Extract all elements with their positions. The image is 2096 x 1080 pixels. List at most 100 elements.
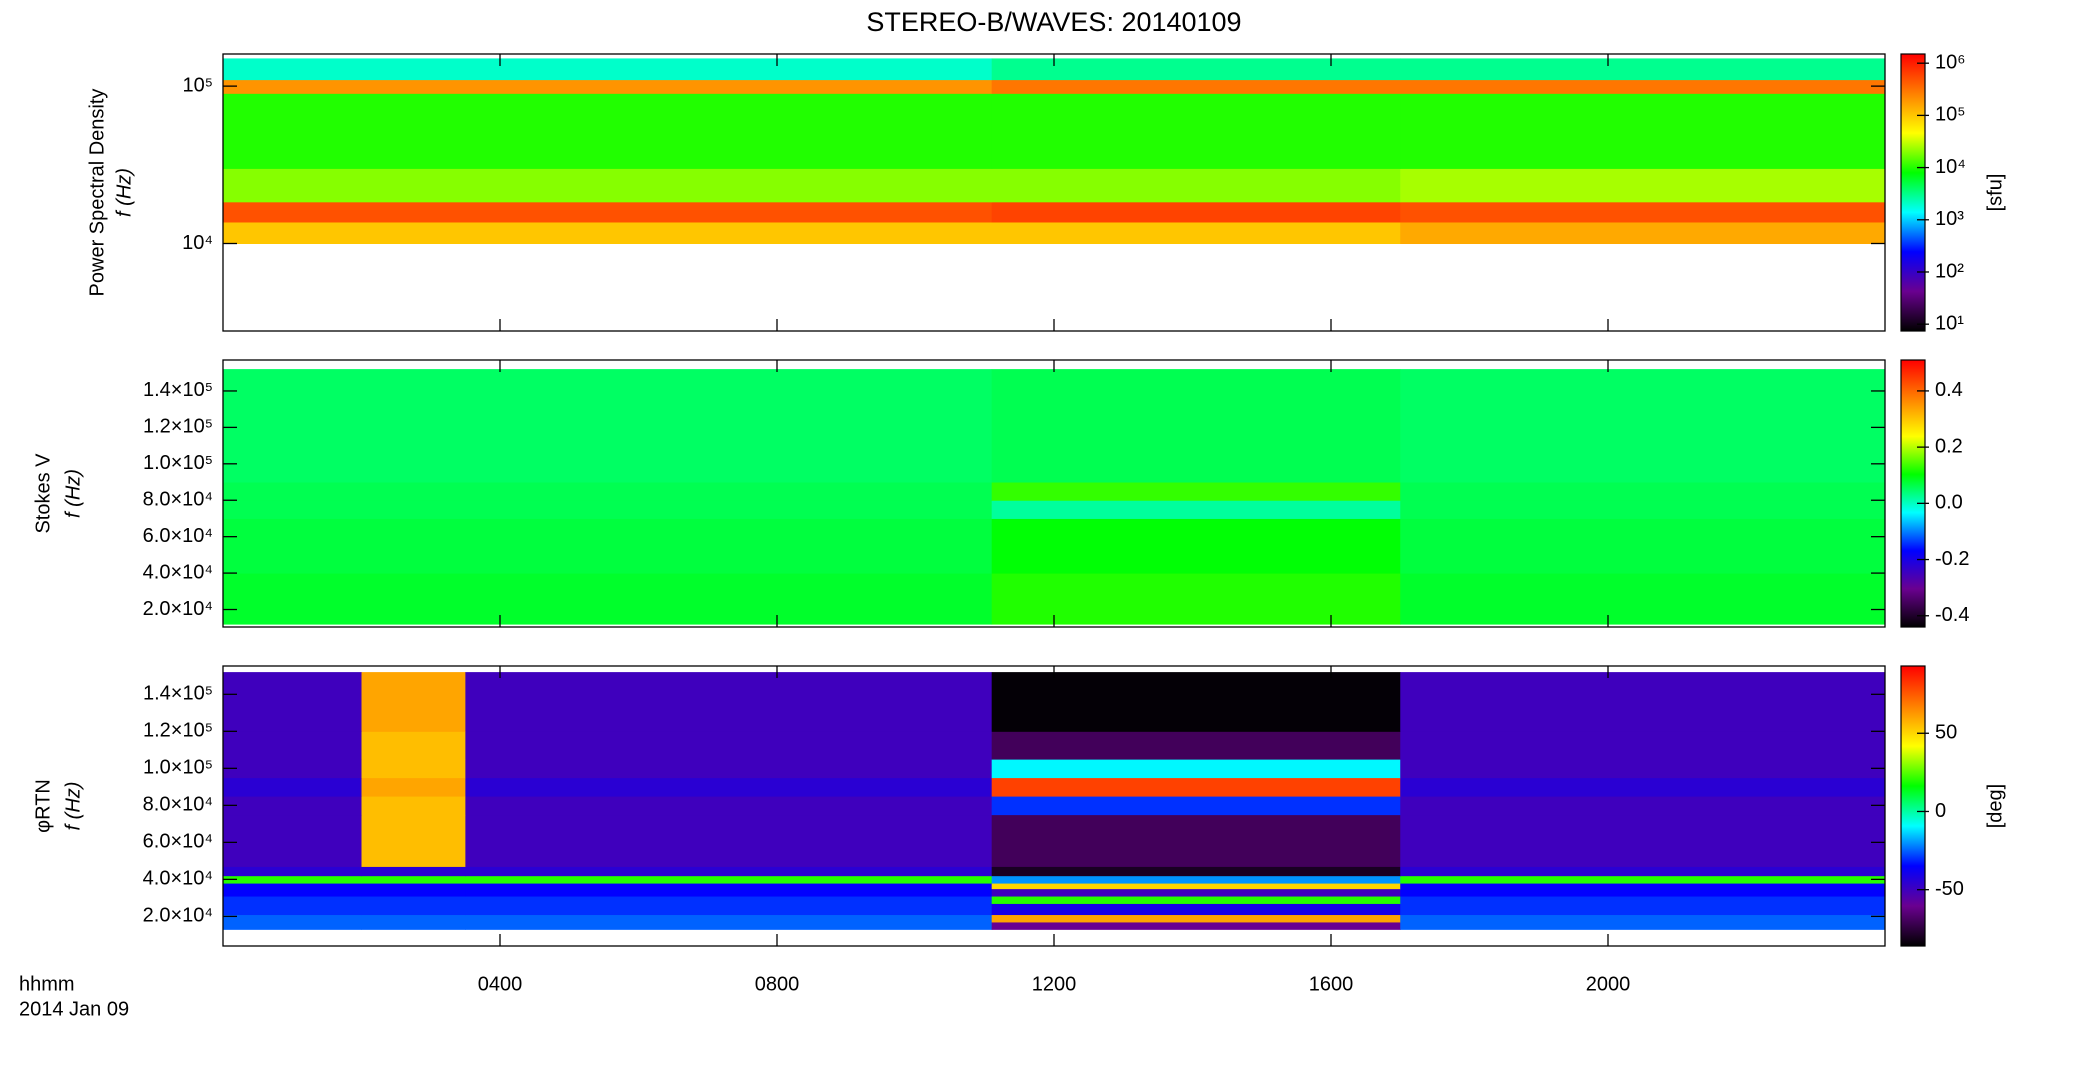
heatmap-cell [991,201,1401,223]
heatmap-cell [361,759,466,779]
heatmap-cell [1400,201,1886,223]
heatmap-cell [223,369,993,483]
heatmap-cell [465,814,993,867]
heatmap-cell [1400,777,1886,797]
heatmap-cell [223,777,362,797]
y-tick-label: 1.0×10⁵ [143,757,213,779]
heatmap-cell [361,888,466,897]
x-tick-label: 0800 [755,973,800,995]
heatmap-cell [1400,221,1886,245]
heatmap-cell [223,221,993,245]
heatmap-cell [465,672,993,732]
heatmap-cell [223,866,362,877]
colorbar-tick-label: 10⁵ [1935,104,1966,126]
heatmap-cell [991,796,1401,816]
heatmap-cell [361,883,466,890]
chart-title: STEREO-B/WAVES: 20140109 [866,7,1241,37]
heatmap-cell [991,79,1401,94]
heatmap-cell [991,482,1401,501]
heatmap-cell [1400,369,1886,483]
heatmap-cell [1400,168,1886,203]
colorbar-tick-label: 0.0 [1935,492,1963,514]
heatmap-cell [1400,903,1886,916]
y-axis-label: Power Spectral Density [86,89,108,297]
y-tick-label: 6.0×10⁴ [143,525,213,547]
y-axis-label: f (Hz) [113,168,135,217]
colorbar-label: [sfu] [1984,174,2006,212]
heatmap-cell [991,731,1401,760]
y-axis-label: f (Hz) [62,469,84,518]
colorbar-tick-label: 50 [1935,722,1957,744]
heatmap-cell [991,896,1401,904]
heatmap-cell [1400,759,1886,779]
y-tick-label: 10⁴ [182,232,213,254]
heatmap-cell [465,896,993,904]
heatmap-cell [223,201,993,223]
heatmap-cell [223,518,993,574]
colorbar-tick-label: -0.4 [1935,604,1969,626]
heatmap-cell [361,796,466,816]
heatmap-cell [991,888,1401,897]
heatmap-cell [465,731,993,760]
heatmap-cell [1400,482,1886,501]
heatmap-cell [361,896,466,904]
heatmap-cell [991,168,1401,203]
heatmap-cell [1400,93,1886,169]
heatmap-cell [361,731,466,760]
heatmap-cell [361,875,466,884]
colorbar [1900,53,1926,332]
heatmap-cell [1400,573,1886,625]
heatmap-cell [991,500,1401,519]
y-tick-label: 4.0×10⁴ [143,561,213,583]
heatmap-cell [465,914,993,923]
y-tick-label: 10⁵ [182,74,213,96]
heatmap-cell [223,883,362,890]
y-tick-label: 2.0×10⁴ [143,598,213,620]
heatmap-cell [1400,518,1886,574]
y-tick-label: 1.2×10⁵ [143,416,213,438]
heatmap-cell [465,888,993,897]
y-tick-label: 8.0×10⁴ [143,794,213,816]
heatmap-cell [1400,883,1886,890]
heatmap-cell [991,369,1401,483]
heatmap-cell [991,866,1401,877]
heatmap-cell [465,883,993,890]
heatmap-cell [1400,814,1886,867]
heatmap-cell [223,759,362,779]
heatmap-cell [1400,896,1886,904]
heatmap-cell [991,672,1401,732]
heatmap-cell [223,168,993,203]
heatmap-cell [361,672,466,732]
heatmap-cell [1400,875,1886,884]
heatmap-cell [991,914,1401,923]
heatmap-cell [1400,672,1886,732]
heatmap-cell [465,875,993,884]
heatmap-cell [223,93,993,169]
heatmap-cell [223,914,362,923]
heatmap-cell [223,500,993,519]
heatmap-cell [1400,921,1886,930]
colorbar [1900,359,1926,628]
x-tick-label: 2000 [1586,973,1631,995]
x-tick-label: 0400 [478,973,523,995]
heatmap-cell [361,914,466,923]
date-label: 2014 Jan 09 [19,998,129,1020]
heatmap-cell [1400,914,1886,923]
heatmap-cell [223,888,362,897]
heatmap-cell [361,921,466,930]
heatmap-cell [465,921,993,930]
heatmap-cell [223,482,993,501]
heatmap-cell [223,573,993,625]
heatmap-cell [991,518,1401,574]
y-tick-label: 1.0×10⁵ [143,452,213,474]
y-tick-label: 1.4×10⁵ [143,379,213,401]
heatmap-cell [361,903,466,916]
y-tick-label: 2.0×10⁴ [143,905,213,927]
heatmap-cell [223,896,362,904]
heatmap-cell [223,79,993,94]
colorbar [1900,665,1926,947]
heatmap-cell [361,814,466,867]
colorbar-label: [deg] [1984,784,2006,828]
heatmap-cell [465,903,993,916]
